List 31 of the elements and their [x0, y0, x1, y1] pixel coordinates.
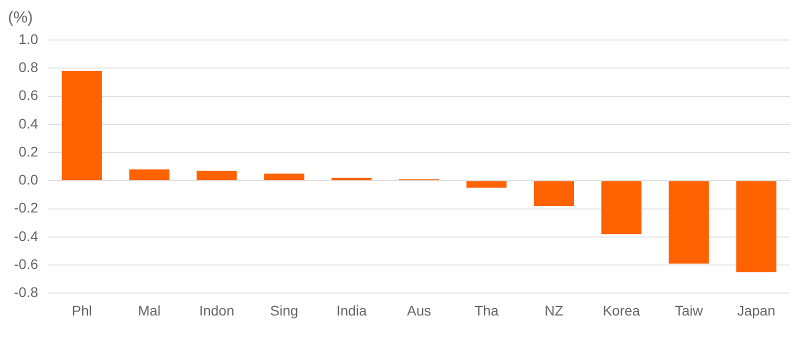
y-tick-label: -0.2 [14, 200, 38, 216]
x-tick-label: Tha [474, 302, 499, 318]
y-tick-label: 0.4 [18, 115, 38, 132]
y-tick-label: -0.6 [14, 256, 38, 272]
x-tick-label: Sing [270, 302, 298, 318]
x-tick-label: Japan [737, 302, 776, 318]
y-tick-label: 0.2 [18, 143, 38, 160]
x-tick-label: Mal [138, 302, 161, 318]
y-tick-label: 0.8 [18, 58, 38, 75]
bar [62, 70, 102, 180]
x-tick-label: Indon [199, 302, 234, 318]
bar [601, 181, 642, 234]
y-tick-label: -0.8 [14, 284, 38, 300]
bar [668, 181, 709, 264]
bar [736, 181, 776, 272]
bar [534, 181, 574, 206]
bar [196, 170, 237, 180]
bar [264, 174, 304, 180]
bar [466, 181, 507, 188]
bar [129, 169, 170, 180]
y-axis-title: (%) [8, 9, 33, 26]
y-tick-label: -0.4 [14, 228, 38, 244]
x-tick-label: Taiw [674, 302, 704, 318]
x-tick-label: Phl [72, 302, 92, 318]
y-tick-label: 0.0 [18, 172, 38, 188]
x-tick-label: NZ [544, 302, 564, 318]
x-tick-label: Korea [602, 302, 640, 318]
y-tick-label: 1.0 [18, 30, 38, 47]
x-tick-label: India [336, 302, 368, 318]
x-tick-label: Aus [407, 302, 432, 318]
y-tick-label: 0.6 [18, 87, 38, 104]
